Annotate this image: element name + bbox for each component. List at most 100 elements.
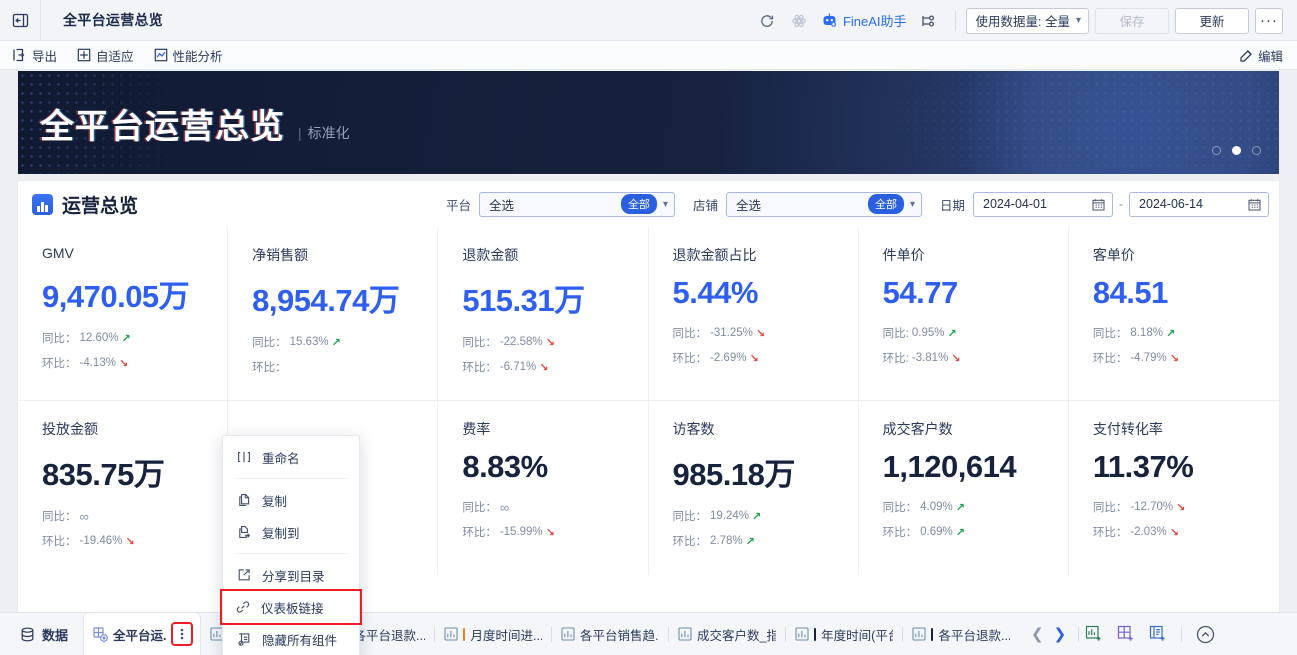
platform-filter-select[interactable]: 全选 全部 ▾ <box>478 191 675 217</box>
chart-icon <box>795 627 809 641</box>
date-end-input[interactable]: 2024-06-14 <box>1129 191 1269 217</box>
tab-divider <box>902 626 904 642</box>
kpi-yoy-prefix: 同比: <box>882 328 909 340</box>
tab[interactable]: 各平台退款... <box>903 613 1019 655</box>
secondary-toolbar: 导出 自适应 性能分析 编辑 <box>0 41 1297 70</box>
carousel-dot[interactable] <box>1252 146 1261 155</box>
add-chart-icon[interactable] <box>1085 625 1103 643</box>
kpi-card[interactable]: 支付转化率 11.37% 同比： -12.70% ↘ 环比： -2.03% ↘ <box>1069 401 1279 575</box>
kpi-yoy: 同比： -12.70% ↘ <box>1093 499 1279 515</box>
kpi-mom-prefix: 环比： <box>1092 527 1128 539</box>
kpi-yoy: 同比: 0.95% ↗ <box>883 325 1068 341</box>
context-menu-divider <box>235 553 347 554</box>
kpi-grid: GMV 9,470.05万 同比： 12.60% ↗ 环比： -4.13% ↘ 净… <box>18 227 1279 575</box>
tab-divider <box>551 626 553 642</box>
kpi-card[interactable]: 净销售额 8,954.74万 同比： 15.63% ↗ 环比： <box>228 227 439 401</box>
chevron-right-icon[interactable]: ❯ <box>1053 626 1067 643</box>
kpi-yoy-value: 19.24% <box>710 510 750 522</box>
kpi-mom-value: -15.99% <box>499 526 543 538</box>
kpi-label: 访客数 <box>672 421 715 437</box>
trend-up-icon: ↗ <box>955 526 965 539</box>
refresh-icon[interactable] <box>751 5 783 37</box>
date-start-input[interactable]: 2024-04-01 <box>973 191 1113 217</box>
kpi-mom-prefix: 环比： <box>672 353 708 365</box>
tab-label: 各平台销售趋... <box>580 628 660 643</box>
hero-title-group: 全平台运营总览 | 标准化 <box>40 99 350 148</box>
kpi-card[interactable]: 件单价 54.77 同比: 0.95% ↗ 环比: -3.81% ↘ <box>858 227 1069 401</box>
chevron-left-icon[interactable]: ❮ <box>1031 626 1044 643</box>
store-filter-value: 全选 <box>735 198 761 213</box>
kpi-yoy-value: 15.63% <box>289 336 329 348</box>
data-label: 数据 <box>42 627 69 643</box>
save-button[interactable]: 保存 <box>1095 7 1169 34</box>
tab[interactable]: 年度时间(平台) <box>786 613 902 655</box>
fine-ai-assistant-button[interactable]: FineAI助手 <box>815 11 913 30</box>
kpi-mom-value: -4.79% <box>1130 352 1167 364</box>
three-dots-vertical-icon[interactable] <box>171 622 193 646</box>
carousel-dot-active[interactable] <box>1232 146 1241 155</box>
context-menu-item[interactable]: 重命名 <box>223 441 359 473</box>
context-menu-item[interactable]: 复制到 <box>223 516 359 548</box>
kpi-mom: 环比： 0.69% ↗ <box>883 524 1068 540</box>
kpi-value: 9,470.05万 <box>42 279 190 314</box>
kpi-card[interactable]: GMV 9,470.05万 同比： 12.60% ↗ 环比： -4.13% ↘ <box>18 227 229 401</box>
store-filter-select[interactable]: 全选 全部 ▾ <box>725 191 922 217</box>
context-menu-item[interactable]: 分享到目录 <box>223 559 359 591</box>
top-bar-actions: FineAI助手 使用数据量: 全量 ▾ 保存 更新 ··· <box>751 0 1289 41</box>
kpi-card[interactable]: 退款金额占比 5.44% 同比： -31.25% ↘ 环比： -2.69% ↘ <box>648 227 859 401</box>
carousel-dot[interactable] <box>1212 146 1221 155</box>
trend-down-icon: ↘ <box>1176 501 1186 514</box>
kpi-card[interactable]: 投放金额 835.75万 同比： ∞ 环比： -19.46% ↘ <box>18 401 229 575</box>
edit-button[interactable]: 编辑 <box>1239 41 1283 70</box>
platform-filter-pill: 全部 <box>620 194 657 214</box>
fit-screen-button[interactable]: 自适应 <box>77 46 134 65</box>
kpi-card[interactable]: 客单价 84.51 同比： 8.18% ↗ 环比： -4.79% ↘ <box>1068 227 1279 401</box>
kpi-card[interactable]: 费率 8.83% 同比： ∞ 环比： -15.99% ↘ <box>438 401 649 575</box>
collapse-up-icon[interactable] <box>1196 625 1215 644</box>
performance-chart-icon <box>154 48 168 62</box>
context-menu-item[interactable]: 复制 <box>223 484 359 516</box>
share-external-icon <box>237 568 251 582</box>
data-volume-select[interactable]: 使用数据量: 全量 ▾ <box>965 7 1089 34</box>
date-start-value: 2024-04-01 <box>983 197 1047 211</box>
atom-icon[interactable] <box>783 5 815 37</box>
hero-subtitle-group: | 标准化 <box>298 123 350 143</box>
update-button[interactable]: 更新 <box>1175 7 1249 34</box>
kpi-value: 8,954.74万 <box>252 283 400 318</box>
link-icon <box>236 600 250 614</box>
kpi-yoy: 同比： -31.25% ↘ <box>673 325 858 341</box>
kpi-card[interactable]: 成交客户数 1,120,614 同比： 4.09% ↗ 环比： 0.69% ↗ <box>859 401 1069 575</box>
performance-analysis-button[interactable]: 性能分析 <box>154 46 223 65</box>
trend-down-icon: ↘ <box>118 357 129 370</box>
tab-marker-navy <box>931 627 934 641</box>
data-volume-label: 使用数据量: 全量 <box>975 15 1070 29</box>
kpi-card[interactable]: 退款金额 515.31万 同比： -22.58% ↘ 环比： -6.71% ↘ <box>438 227 649 401</box>
kpi-label: 投放金额 <box>42 421 98 437</box>
tab-divider <box>785 626 787 642</box>
collapse-panel-icon[interactable] <box>0 0 40 41</box>
tab[interactable]: 各平台销售趋... <box>552 613 668 655</box>
tab-active[interactable]: 全平台运... <box>84 612 201 655</box>
more-options-button[interactable]: ··· <box>1255 7 1283 34</box>
data-button[interactable]: 数据 <box>10 625 84 644</box>
kpi-card[interactable]: 访客数 985.18万 同比： 19.24% ↗ 环比： 2.78% ↗ <box>649 401 859 575</box>
context-menu-item[interactable]: 隐藏所有组件 <box>223 623 359 655</box>
add-dashboard-icon[interactable] <box>1117 625 1135 643</box>
trend-up-icon: ↗ <box>1165 327 1176 340</box>
tab-divider <box>434 626 436 642</box>
data-flow-icon[interactable] <box>913 5 945 37</box>
kpi-yoy-prefix: 同比： <box>42 333 77 345</box>
trend-up-icon: ↗ <box>745 535 755 548</box>
tab[interactable]: 成交客户数_指... <box>669 613 785 655</box>
context-menu-item[interactable]: 仪表板链接 <box>220 589 362 625</box>
add-page-icon[interactable] <box>1149 625 1167 643</box>
tab[interactable]: 月度时间进... <box>435 613 551 655</box>
hero-carousel-dots[interactable] <box>1212 146 1261 155</box>
kpi-yoy: 同比： -22.58% ↘ <box>462 334 647 350</box>
trend-up-icon: ↗ <box>947 327 957 340</box>
export-button[interactable]: 导出 <box>12 46 57 65</box>
fit-screen-label: 自适应 <box>96 49 134 64</box>
kpi-card-empty[interactable] <box>228 401 439 575</box>
copy-to-icon <box>237 525 251 539</box>
tab-label: 月度时间进... <box>470 628 543 643</box>
